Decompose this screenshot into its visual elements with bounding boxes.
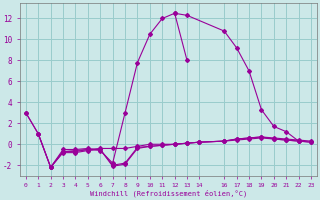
X-axis label: Windchill (Refroidissement éolien,°C): Windchill (Refroidissement éolien,°C): [90, 190, 247, 197]
